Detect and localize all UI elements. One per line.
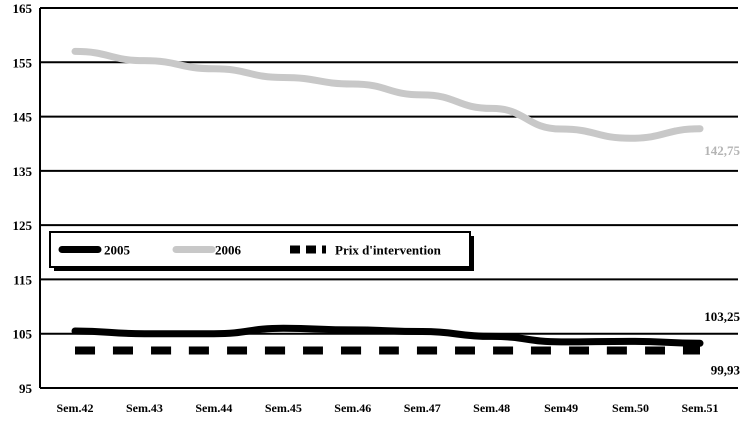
x-tick-label: Sem.50 (612, 401, 649, 415)
series-line-2005 (71, 324, 704, 347)
x-tick-label: Sem.48 (473, 401, 510, 415)
y-tick-label: 95 (19, 381, 33, 396)
axes (39, 8, 738, 389)
y-tick-label: 165 (13, 1, 33, 16)
y-tick-label: 115 (13, 272, 32, 287)
data-labels: 142,75 103,25 99,93 (704, 143, 740, 378)
x-tick-label: Sem.47 (404, 401, 441, 415)
legend-label: Prix d'intervention (335, 243, 442, 258)
y-tick-label: 125 (13, 218, 33, 233)
data-label: 103,25 (704, 309, 740, 324)
y-tick-label: 135 (13, 164, 33, 179)
y-tick-label: 145 (13, 110, 33, 125)
y-tick-label: 155 (13, 55, 33, 70)
data-label: 142,75 (704, 143, 740, 158)
x-tick-label: Sem49 (544, 401, 578, 415)
x-tick-label: Sem.51 (682, 401, 719, 415)
legend-label: 2005 (104, 243, 131, 258)
series-line-2006 (71, 47, 704, 142)
y-axis-ticks: 95 105 115 125 135 145 155 165 (13, 1, 33, 396)
series-lines (71, 47, 704, 355)
x-tick-label: Sem.42 (57, 401, 94, 415)
x-tick-label: Sem.46 (334, 401, 371, 415)
legend-box (49, 231, 471, 268)
x-axis-ticks: Sem.42 Sem.43 Sem.44 Sem.45 Sem.46 Sem.47 Sem.… (57, 401, 719, 415)
legend-label: 2006 (215, 243, 242, 258)
x-tick-label: Sem.43 (126, 401, 163, 415)
y-tick-label: 105 (13, 327, 33, 342)
data-label: 99,93 (711, 363, 741, 378)
legend: 2005 2006 Prix d'intervention (49, 231, 474, 271)
x-tick-label: Sem.45 (265, 401, 302, 415)
x-tick-label: Sem.44 (195, 401, 232, 415)
